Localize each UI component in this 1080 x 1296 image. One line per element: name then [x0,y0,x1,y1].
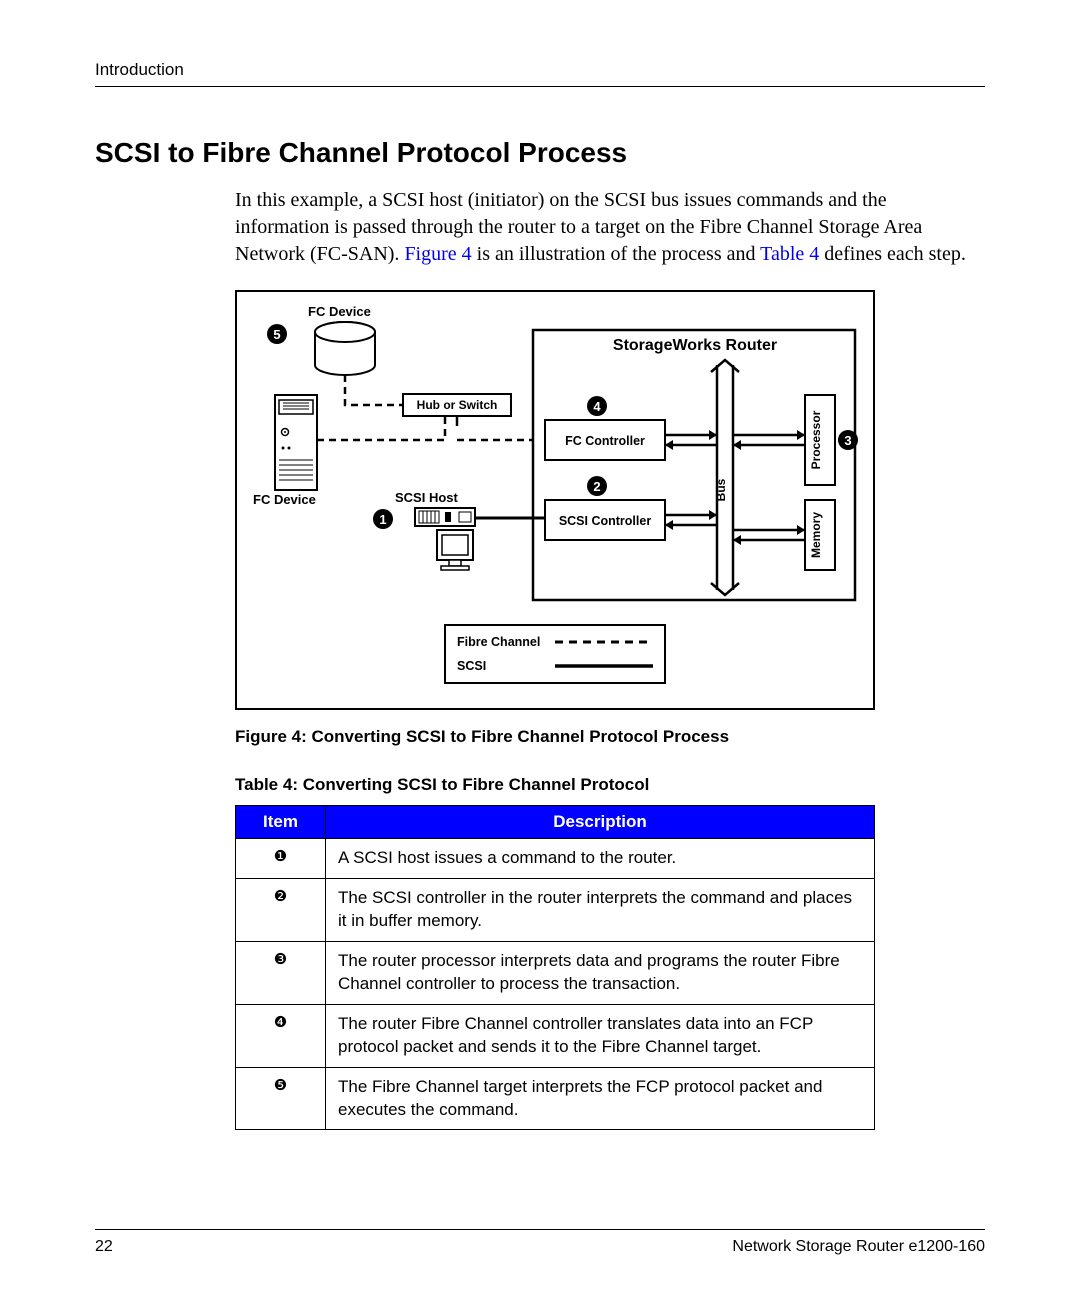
router-title: StorageWorks Router [613,337,777,354]
table-title: Table 4: Converting SCSI to Fibre Channe… [235,775,985,795]
body-post: defines each step. [819,243,966,265]
col-item: Item [236,806,326,839]
processor-label: Processor [809,410,823,469]
fc-controller-label: FC Controller [565,434,645,448]
page-number: 22 [95,1238,113,1256]
fc-device-cylinder-icon [315,322,375,375]
section-title: SCSI to Fibre Channel Protocol Process [95,137,985,169]
running-header: Introduction [95,60,985,87]
table-row: ❹ The router Fibre Channel controller tr… [236,1004,875,1067]
figure-diagram: FC Device 5 Hub or Switch FC Device Stor [235,290,875,715]
protocol-table: Item Description ❶ A SCSI host issues a … [235,805,875,1130]
scsi-controller-label: SCSI Controller [559,514,652,528]
legend-scsi-label: SCSI [457,659,486,673]
row-desc: The router Fibre Channel controller tran… [326,1004,875,1067]
fc-device-tape-icon [275,395,317,490]
svg-text:1: 1 [379,512,386,527]
body-mid: is an illustration of the process and [472,243,760,265]
fc-device-top-label: FC Device [308,304,371,319]
svg-text:5: 5 [273,327,280,342]
legend-fc-label: Fibre Channel [457,635,540,649]
table-link[interactable]: Table 4 [760,243,819,265]
scsi-host-icon [415,508,475,570]
figure-caption: Figure 4: Converting SCSI to Fibre Chann… [235,727,985,747]
table-row: ❸ The router processor interprets data a… [236,941,875,1004]
row-item: ❹ [236,1004,326,1067]
row-desc: The SCSI controller in the router interp… [326,878,875,941]
row-item: ❶ [236,839,326,879]
fc-device-left-label: FC Device [253,492,316,507]
table-row: ❷ The SCSI controller in the router inte… [236,878,875,941]
svg-text:4: 4 [593,399,601,414]
table-row: ❺ The Fibre Channel target interprets th… [236,1067,875,1130]
row-item: ❺ [236,1067,326,1130]
bus-label: Bus [714,478,728,501]
hub-label: Hub or Switch [417,398,498,412]
svg-text:3: 3 [844,433,851,448]
memory-label: Memory [809,512,823,558]
row-desc: A SCSI host issues a command to the rout… [326,839,875,879]
row-item: ❷ [236,878,326,941]
svg-text:2: 2 [593,479,600,494]
scsi-host-label: SCSI Host [395,490,459,505]
doc-title: Network Storage Router e1200-160 [732,1238,985,1256]
intro-paragraph: In this example, a SCSI host (initiator)… [235,187,985,268]
figure-link[interactable]: Figure 4 [404,243,471,265]
page-footer: 22 Network Storage Router e1200-160 [95,1229,985,1256]
row-item: ❸ [236,941,326,1004]
table-row: ❶ A SCSI host issues a command to the ro… [236,839,875,879]
col-desc: Description [326,806,875,839]
row-desc: The Fibre Channel target interprets the … [326,1067,875,1130]
row-desc: The router processor interprets data and… [326,941,875,1004]
